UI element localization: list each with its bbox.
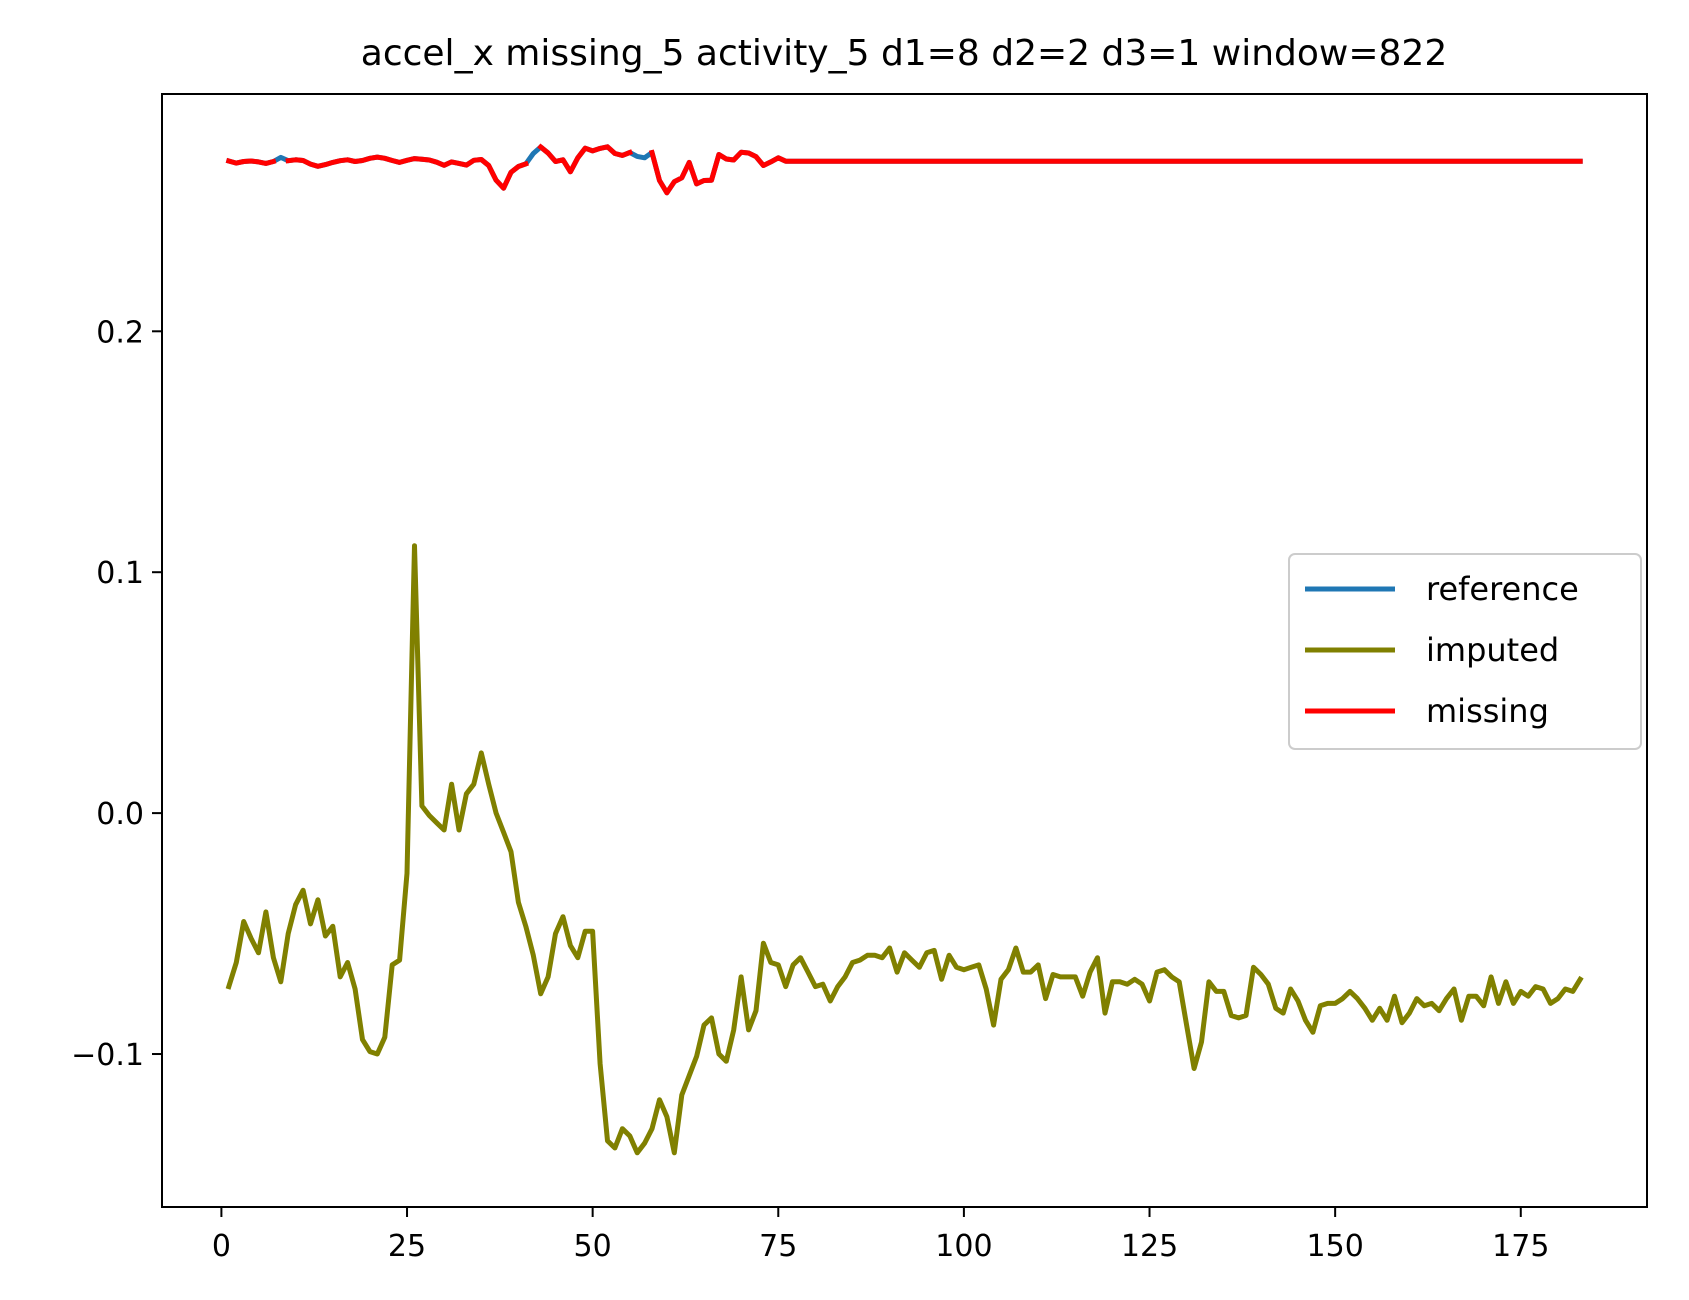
x-tick-label: 175 <box>1492 1229 1549 1264</box>
legend-label-imputed: imputed <box>1426 631 1559 669</box>
x-tick-label: 0 <box>212 1229 231 1264</box>
legend-label-reference: reference <box>1426 570 1579 608</box>
x-tick-label: 25 <box>388 1229 426 1264</box>
y-tick-label: 0.2 <box>96 315 144 350</box>
y-tick-label: 0.1 <box>96 556 144 591</box>
legend-box <box>1288 553 1642 750</box>
y-tick-label: −0.1 <box>71 1038 144 1073</box>
legend: reference imputed missing <box>1288 553 1642 750</box>
x-tick-label: 75 <box>759 1229 797 1264</box>
series-line-missing <box>225 143 1583 196</box>
y-tick-label: 0.0 <box>96 797 144 832</box>
series-line-imputed <box>225 543 1584 1156</box>
legend-label-missing: missing <box>1426 692 1549 730</box>
x-tick-label: 50 <box>574 1229 612 1264</box>
series-layer <box>225 143 1584 1156</box>
x-axis: 0 25 50 75 100 125 150 175 <box>212 1207 1549 1264</box>
y-axis: −0.1 0.0 0.1 0.2 <box>71 315 162 1073</box>
x-tick-label: 100 <box>935 1229 992 1264</box>
plot-frame <box>161 93 1648 1208</box>
x-tick-label: 125 <box>1121 1229 1178 1264</box>
chart-title: accel_x missing_5 activity_5 d1=8 d2=2 d… <box>361 33 1447 74</box>
x-tick-label: 150 <box>1307 1229 1364 1264</box>
